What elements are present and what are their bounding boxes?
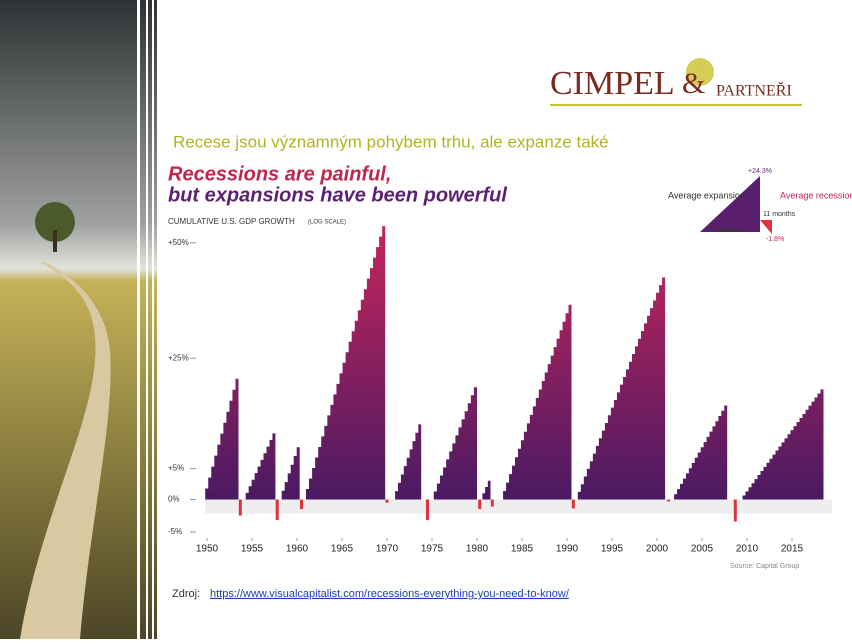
x-tick-label: 1975 [421, 544, 444, 555]
plot: -5% 0% +5% +25% +50% 1950 1955 1960 1965 1970 1975… [168, 226, 832, 555]
x-tick-label: 2015 [781, 544, 804, 555]
x-tick-label: 2000 [646, 544, 669, 555]
inset-label: 11 months [763, 211, 796, 218]
photo-tree [35, 202, 75, 242]
divider [146, 0, 148, 639]
y-tick-label: -5% [168, 527, 182, 536]
expansion [742, 389, 824, 500]
logo: CIMPEL [550, 65, 675, 102]
recession [385, 499, 389, 503]
expansion [503, 304, 572, 500]
expansion [482, 480, 491, 500]
expansion [433, 387, 477, 500]
x-tick-label: 1995 [601, 544, 624, 555]
recession [490, 499, 494, 507]
recession [733, 499, 737, 522]
expansion [577, 277, 666, 500]
logo-amp: & [682, 67, 705, 100]
source-label: Zdroj: [172, 588, 200, 600]
expansion [281, 447, 300, 500]
chart-title: Recessions are painful, [168, 163, 391, 185]
inset-label: Average recession [780, 190, 852, 200]
x-tick-label: 2010 [736, 544, 759, 555]
inset-label: +24.3% [748, 168, 772, 175]
source-link-text[interactable]: https://www.visualcapitalist.com/recessi… [210, 588, 570, 600]
y-tick-label: 0% [168, 495, 180, 504]
inset-label: -1.8% [766, 236, 784, 243]
y-tick-label: +50% [168, 238, 189, 247]
recession [426, 499, 429, 521]
x-tick-label: 1970 [376, 544, 399, 555]
x-tick-label: 2005 [691, 544, 714, 555]
x-tick-label: 1960 [286, 544, 309, 555]
logo-sub: PARTNEŘI [716, 81, 792, 100]
y-tick-label: +25% [168, 353, 189, 362]
expansion [205, 378, 239, 500]
zero-band [205, 499, 832, 514]
y-tick-label: +5% [168, 464, 184, 473]
photo-path [20, 262, 111, 639]
photo-trunk [53, 230, 57, 252]
recession [478, 499, 482, 510]
expansion [245, 433, 276, 500]
expansion [674, 405, 728, 500]
x-tick-label: 1965 [331, 544, 354, 555]
recession [275, 499, 279, 521]
recession [667, 499, 671, 502]
axis-note: (LOG SCALE) [308, 220, 346, 226]
inset-recession [760, 220, 772, 234]
x-tick-label: 1985 [511, 544, 534, 555]
x-tick-label: 1990 [556, 544, 579, 555]
x-tick-label: 1950 [196, 544, 219, 555]
recession [571, 499, 575, 509]
chart-subtitle: but expansions have been powerful [168, 184, 507, 206]
recession [300, 499, 303, 510]
source-link[interactable]: https://www.visualcapitalist.com/recessi… [210, 588, 570, 600]
heading: Recese jsou významným pohybem trhu, ale … [173, 132, 609, 151]
divider [137, 0, 140, 639]
recession [238, 499, 242, 516]
inset-expansion [700, 176, 760, 232]
logo-tree [686, 58, 714, 86]
divider [152, 0, 154, 639]
logo-rule [550, 104, 802, 106]
x-tick-label: 1980 [466, 544, 489, 555]
credit: Source: Capital Group [730, 563, 799, 570]
inset-label: 67 months [710, 227, 743, 234]
inset-label: Average expansion [668, 190, 745, 200]
expansion [395, 424, 422, 500]
axis-label: CUMULATIVE U.S. GDP GROWTH [168, 217, 295, 226]
x-tick-label: 1955 [241, 544, 264, 555]
expansion [306, 226, 386, 500]
